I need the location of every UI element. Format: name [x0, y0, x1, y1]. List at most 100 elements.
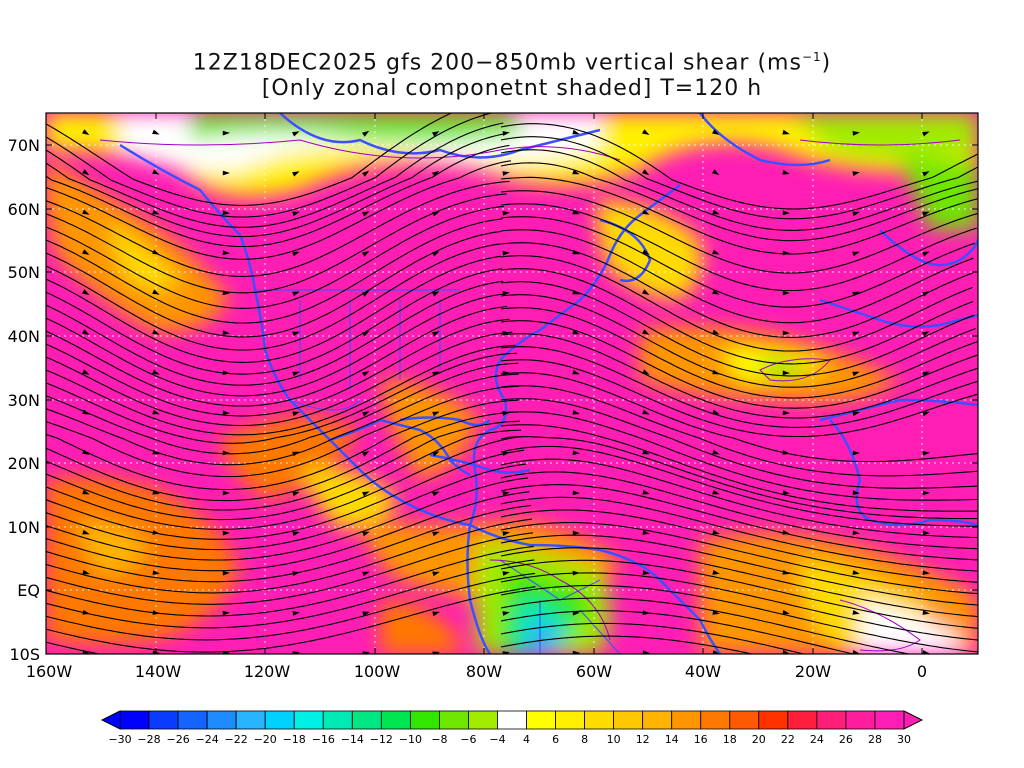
streamline-arrow [362, 411, 370, 417]
streamline-arrow [852, 411, 860, 417]
streamline-arrow [82, 489, 90, 495]
colorbar-tick-label: −28 [137, 733, 161, 746]
streamline-arrow [782, 530, 790, 535]
streamline [46, 218, 503, 324]
colorbar-tick-label: 24 [809, 733, 824, 746]
streamline [46, 411, 520, 502]
streamline [500, 333, 978, 419]
streamline-arrow [362, 130, 370, 137]
streamline-arrow [222, 530, 230, 536]
streamline-arrow [642, 369, 650, 375]
streamline-arrow [572, 129, 580, 135]
streamline-arrow [642, 650, 650, 654]
streamline-arrow [362, 451, 370, 457]
streamline-arrow [432, 170, 440, 177]
streamline-arrow [642, 610, 650, 616]
streamline [46, 399, 519, 491]
colorbar-tick-label: −22 [224, 733, 248, 746]
streamline-arrow [292, 611, 300, 616]
colorbar-tick-label: −4 [489, 733, 506, 746]
streamline [500, 346, 978, 428]
streamline-arrow [712, 249, 720, 255]
streamline-arrow [712, 369, 720, 375]
streamline-arrow [642, 449, 650, 455]
lon-label: 60W [575, 662, 613, 681]
colorbar-tick-label: −20 [253, 733, 277, 746]
colorbar-under-triangle [100, 710, 121, 730]
streamline-arrow [782, 569, 790, 575]
streamline [500, 385, 978, 477]
colorbar-tick-label: 22 [780, 733, 795, 746]
streamline [500, 424, 978, 512]
streamline-arrow [362, 211, 370, 217]
colorbar-swatch [439, 710, 469, 730]
streamline-arrow [642, 289, 650, 295]
streamline-arrow [152, 489, 160, 495]
streamline-arrow [852, 171, 860, 176]
colorbar-swatch [119, 710, 150, 730]
streamline-arrow [642, 209, 650, 215]
colorbar-tick-label: 18 [722, 733, 737, 746]
streamline-arrow [572, 650, 580, 654]
streamline-arrow [362, 371, 370, 377]
lat-label: 40N [7, 327, 40, 346]
streamline [500, 176, 978, 255]
streamline [500, 162, 978, 242]
colorbar-swatch [555, 710, 585, 730]
streamline-arrow [782, 290, 790, 296]
lon-label: 40W [684, 662, 722, 681]
colorbar-tick-label: 10 [606, 733, 621, 746]
streamline [46, 331, 513, 427]
streamline-arrow [82, 610, 90, 615]
streamline-arrow [712, 650, 720, 654]
streamline-arrow [712, 570, 720, 575]
streamline-arrow [572, 369, 580, 375]
colorbar-swatch [148, 710, 179, 730]
streamline-arrow [852, 530, 860, 535]
streamline-arrow [432, 571, 440, 577]
streamline-arrow [292, 211, 300, 217]
streamline [500, 436, 978, 520]
streamline [500, 635, 755, 654]
streamline [46, 641, 103, 654]
streamline-arrow [502, 651, 510, 654]
streamline-arrow [922, 171, 930, 177]
streamline-arrow [782, 649, 790, 654]
streamline-arrow [292, 331, 300, 337]
streamline-arrow [152, 129, 160, 135]
streamline-arrow [222, 570, 230, 576]
streamline-arrow [82, 569, 90, 575]
streamline [500, 268, 974, 365]
streamline-arrow [712, 610, 720, 615]
streamline-arrow [712, 169, 720, 176]
colorbar-swatch [497, 710, 527, 730]
streamline [500, 458, 978, 539]
streamline-arrow [362, 330, 370, 337]
streamline [500, 242, 973, 338]
streamline-arrow [502, 290, 510, 296]
colorbar-tick-label: 20 [751, 733, 766, 746]
streamline-arrow [292, 251, 300, 257]
streamline [500, 372, 978, 463]
lat-label: 20N [7, 454, 40, 473]
streamline-arrow [852, 251, 860, 257]
streamline-arrow [82, 169, 90, 176]
streamline [500, 534, 978, 606]
streamline-arrow [222, 650, 230, 654]
streamline-arrow [782, 250, 790, 256]
streamline-arrow [432, 211, 440, 217]
streamline-arrow [852, 570, 860, 575]
streamline-arrow [642, 409, 650, 415]
streamline-arrow [362, 491, 370, 497]
streamline-arrow [782, 129, 790, 135]
streamline-arrow [502, 611, 510, 616]
streamline [46, 205, 505, 309]
colorbar-swatch [845, 710, 876, 730]
colorbar-tick-label: 26 [838, 733, 853, 746]
streamline-arrow [782, 330, 790, 336]
streamline-arrow [362, 251, 370, 257]
streamline [500, 281, 975, 377]
streamline-arrow [222, 170, 230, 176]
